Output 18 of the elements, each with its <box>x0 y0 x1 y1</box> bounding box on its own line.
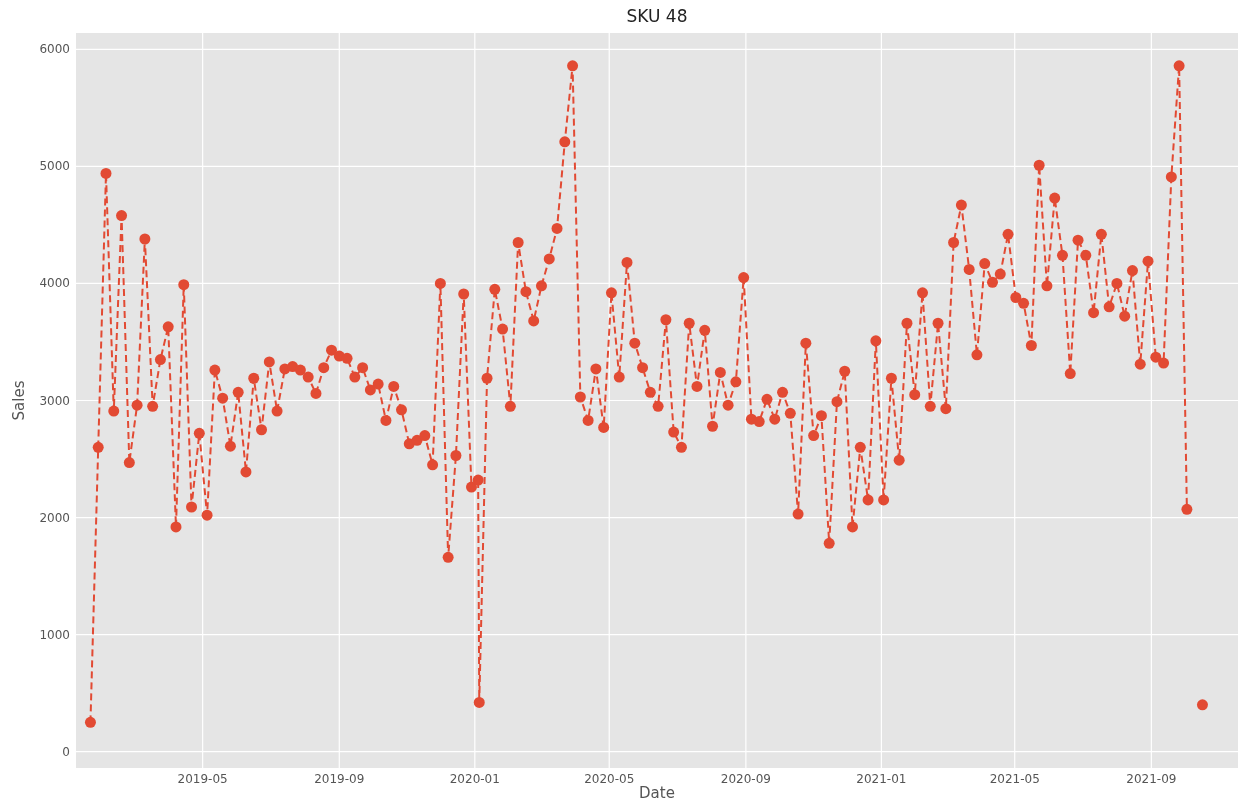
x-tick-label: 2020-01 <box>449 772 500 786</box>
x-axis-title: Date <box>639 784 675 802</box>
x-tick-label: 2020-09 <box>720 772 771 786</box>
x-tick-label: 2021-05 <box>989 772 1040 786</box>
x-tick-label: 2020-05 <box>584 772 635 786</box>
chart-title: SKU 48 <box>626 6 688 26</box>
x-tick-label: 2019-05 <box>177 772 228 786</box>
x-tick-label: 2021-09 <box>1126 772 1177 786</box>
y-tick-label: 1000 <box>39 627 70 642</box>
x-tick-label: 2021-01 <box>856 772 907 786</box>
y-tick-label: 4000 <box>39 276 70 291</box>
y-tick-label: 2000 <box>39 510 70 525</box>
y-tick-label: 0 <box>62 744 70 759</box>
x-tick-label: 2019-09 <box>314 772 365 786</box>
y-axis-title: Sales <box>10 380 28 421</box>
y-tick-label: 5000 <box>39 159 70 174</box>
y-tick-label: 3000 <box>39 393 70 408</box>
y-tick-label: 6000 <box>39 42 70 57</box>
